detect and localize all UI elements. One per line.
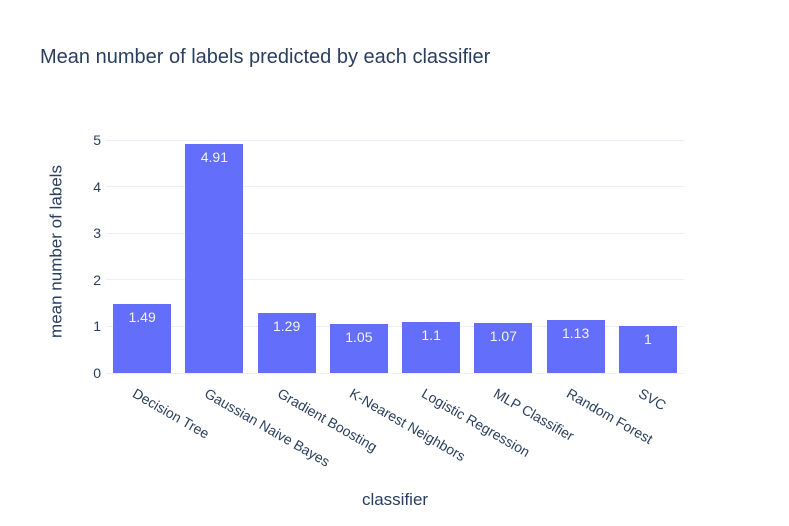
bar-mlp-classifier[interactable]: 1.07 [474,323,533,373]
bar-gradient-boosting[interactable]: 1.29 [257,312,316,373]
bar-value-label: 1.29 [273,317,301,334]
gridline [106,186,684,188]
gridline [106,325,684,327]
y-tick-label: 5 [93,132,101,148]
gridline [106,279,684,281]
x-tick-label: SVC [635,385,669,414]
bar-svc[interactable]: 1 [618,326,677,373]
bar-value-label: 4.91 [200,149,228,166]
bar-value-label: 1.49 [128,308,156,325]
y-tick-label: 2 [93,271,101,288]
bar-value-label: 1.07 [489,328,517,345]
bar-gaussian-naive-bayes[interactable]: 4.91 [185,144,244,373]
bar-value-label: 1.05 [345,329,373,346]
y-tick-label: 3 [93,225,101,242]
gridline [106,372,684,374]
x-tick-label: K-Nearest Neighbors [346,385,469,465]
y-tick-label: 1 [93,318,101,335]
bar-value-label: 1.1 [421,326,441,343]
chart-title: Mean number of labels predicted by each … [40,46,491,68]
bar-k-nearest-neighbors[interactable]: 1.05 [329,324,388,373]
gridline [106,139,684,141]
x-axis-title: classifier [361,490,429,509]
bar-random-forest[interactable]: 1.13 [546,320,605,373]
bar-logistic-regression[interactable]: 1.1 [402,321,461,373]
x-tick-label: Gaussian Naive Bayes [202,385,334,470]
y-axis-title: mean number of labels [46,165,66,338]
y-tick-label: 0 [93,365,101,381]
bar-value-label: 1 [643,331,652,348]
x-tick-label: Decision Tree [130,385,213,442]
gridline [106,232,684,234]
y-tick-label: 4 [93,178,101,195]
bar-decision-tree[interactable]: 1.49 [113,303,172,373]
bar-value-label: 1.13 [562,325,590,342]
